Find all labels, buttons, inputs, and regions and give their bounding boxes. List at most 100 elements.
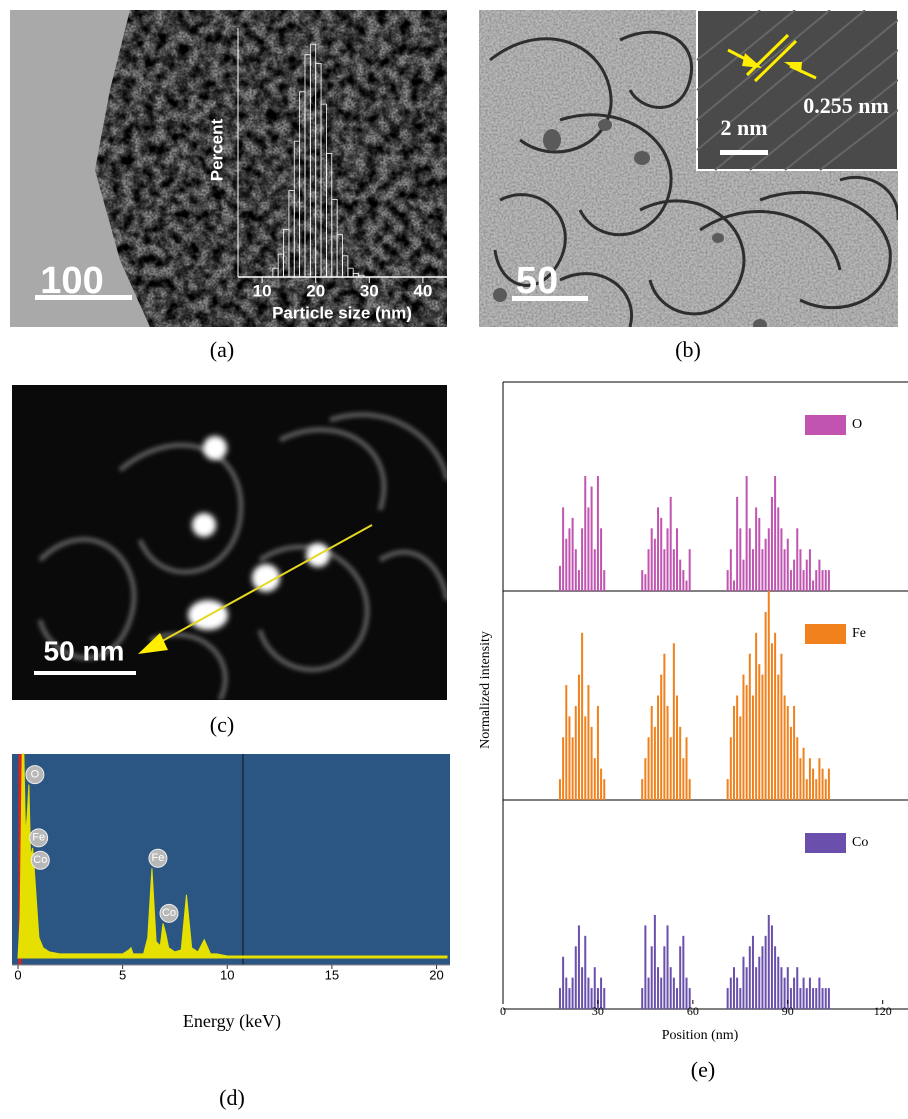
- profile-bar: [559, 779, 561, 800]
- profile-bar: [565, 539, 567, 591]
- profile-bar: [682, 936, 684, 1009]
- peak-label: Fe: [32, 832, 45, 844]
- profile-bar: [752, 549, 754, 591]
- profile-bar: [790, 570, 792, 591]
- profile-bar: [828, 988, 830, 1009]
- profile-bar: [777, 675, 779, 800]
- profile-bar: [587, 507, 589, 591]
- profile-bar: [771, 643, 773, 800]
- profile-bar: [742, 560, 744, 591]
- profile-bar: [572, 978, 574, 1009]
- profile-bar: [803, 748, 805, 800]
- y-axis-label: Percent: [207, 118, 226, 181]
- panel-label: (c): [210, 712, 234, 737]
- profile-bar: [660, 978, 662, 1009]
- x-axis-label: Position (nm): [662, 1028, 739, 1043]
- profile-bar: [812, 988, 814, 1009]
- scale-bar-label: 50: [516, 260, 558, 302]
- profile-bar: [799, 758, 801, 800]
- profile-bar: [828, 769, 830, 800]
- profile-bar: [806, 560, 808, 591]
- profile-bar: [587, 978, 589, 1009]
- profile-bar: [562, 957, 564, 1009]
- plot-area: [12, 754, 450, 965]
- profile-bar: [686, 581, 688, 591]
- profile-bar: [825, 779, 827, 800]
- profile-bar: [777, 507, 779, 591]
- profile-bar: [742, 957, 744, 1009]
- profile-bar: [809, 978, 811, 1009]
- x-tick-label: 20: [429, 967, 443, 982]
- scale-bar-label: 50 nm: [44, 635, 125, 666]
- profile-bar: [641, 570, 643, 591]
- profile-bar: [799, 988, 801, 1009]
- profile-bar: [828, 570, 830, 591]
- profile-bar: [818, 758, 820, 800]
- profile-bar: [654, 915, 656, 1009]
- page: 100 50 2 nm 0.255 nm 50 nm (a) (b) (c) (…: [0, 0, 908, 1119]
- profile-bar: [752, 936, 754, 1009]
- profile-bar: [771, 497, 773, 591]
- profile-bar: [736, 696, 738, 801]
- profile-bar: [584, 716, 586, 800]
- profile-bar: [673, 643, 675, 800]
- panel-label: (a): [210, 337, 234, 362]
- panel-label: (d): [219, 1085, 245, 1110]
- panel-label: (b): [675, 337, 701, 362]
- x-axis-label: Energy (keV): [183, 1011, 281, 1032]
- profile-bar: [654, 539, 656, 591]
- profile-bar: [730, 549, 732, 591]
- profile-bar: [682, 758, 684, 800]
- profile-bar: [765, 539, 767, 591]
- profile-bar: [768, 915, 770, 1009]
- legend-label: Fe: [852, 626, 866, 641]
- profile-bar: [603, 570, 605, 591]
- profile-bar: [727, 779, 729, 800]
- profile-bar: [686, 737, 688, 800]
- profile-bar: [784, 549, 786, 591]
- profile-bar: [676, 528, 678, 591]
- profile-bar: [568, 716, 570, 800]
- profile-bar: [806, 779, 808, 800]
- profile-bar: [591, 487, 593, 592]
- x-axis-label: Particle size (nm): [272, 303, 412, 322]
- profile-bar: [812, 769, 814, 800]
- profile-bar: [774, 476, 776, 591]
- profile-bar: [818, 560, 820, 591]
- profile-bar: [568, 528, 570, 591]
- profile-bar: [733, 967, 735, 1009]
- profile-bar: [803, 570, 805, 591]
- profile-bar: [774, 946, 776, 1009]
- profile-bar: [749, 528, 751, 591]
- profile-bar: [679, 946, 681, 1009]
- x-tick-label: 15: [325, 967, 339, 982]
- profile-bar: [765, 936, 767, 1009]
- profile-bar: [784, 696, 786, 801]
- profile-bar: [670, 967, 672, 1009]
- peak-label: Co: [162, 907, 176, 919]
- profile-bar: [667, 925, 669, 1009]
- x-tick-label: 5: [119, 967, 126, 982]
- profile-bar: [648, 978, 650, 1009]
- profile-bar: [594, 758, 596, 800]
- peak-label: O: [31, 769, 40, 781]
- profile-bar: [670, 737, 672, 800]
- legend-swatch: [805, 415, 846, 435]
- profile-bar: [755, 967, 757, 1009]
- profile-bar: [742, 675, 744, 800]
- profile-bar: [755, 507, 757, 591]
- profile-bar: [689, 779, 691, 800]
- lattice-spacing: 0.255 nm: [803, 93, 889, 118]
- profile-bar: [657, 967, 659, 1009]
- legend-label: Co: [852, 835, 868, 850]
- profile-bar: [600, 528, 602, 591]
- profile-bar: [603, 779, 605, 800]
- profile-bar: [663, 549, 665, 591]
- profile-bar: [663, 654, 665, 800]
- profile-bar: [654, 727, 656, 800]
- profile-bar: [818, 978, 820, 1009]
- profile-bar: [787, 706, 789, 800]
- profile-bar: [641, 779, 643, 800]
- profile-bar: [562, 737, 564, 800]
- legend-swatch: [805, 624, 846, 644]
